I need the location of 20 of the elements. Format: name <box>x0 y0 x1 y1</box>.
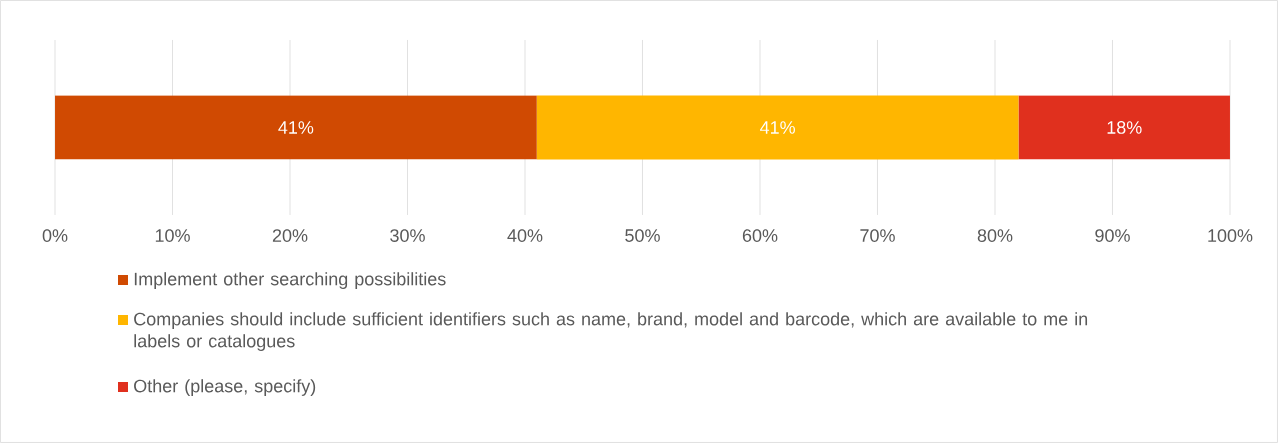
x-tick-label: 60% <box>742 229 778 242</box>
data-label: 41% <box>760 121 795 134</box>
x-tick-label: 0% <box>42 229 68 242</box>
x-tick-label: 10% <box>155 229 190 242</box>
x-tick-label: 100% <box>1208 229 1253 242</box>
data-label: 18% <box>1107 121 1142 134</box>
x-tick-label: 50% <box>625 229 660 242</box>
x-tick-label: 20% <box>272 229 308 242</box>
x-tick-label: 40% <box>507 229 543 242</box>
x-tick-label: 70% <box>860 229 895 242</box>
legend-label: Other (please, specify) <box>134 379 316 396</box>
bar <box>536 95 1019 160</box>
legend-label: Companies should include sufficient identifiers such as name, brand, model and barcode, which are available to me in labels or catalogues <box>134 312 1088 351</box>
data-label: 41% <box>278 121 314 134</box>
bar <box>1018 95 1230 160</box>
x-tick-label: 80% <box>977 229 1013 242</box>
x-tick-label: 90% <box>1095 229 1130 242</box>
legend-label: Implement other searching possibilities <box>134 272 446 289</box>
bar <box>55 95 537 160</box>
x-tick-label: 30% <box>390 229 425 242</box>
